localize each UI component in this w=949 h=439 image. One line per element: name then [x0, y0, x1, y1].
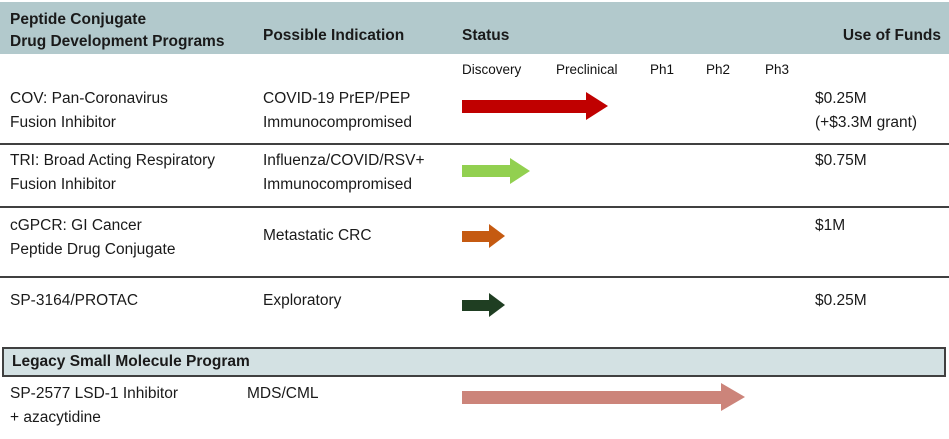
progress-arrow-icon	[462, 92, 608, 120]
progress-arrow-icon	[462, 293, 505, 317]
header-programs-line2: Drug Development Programs	[10, 33, 225, 50]
header-status: Status	[462, 27, 510, 44]
program-name: SP-2577 LSD-1 Inhibitor + azacytidine	[10, 382, 178, 430]
indication: Influenza/COVID/RSV+ Immunocompromised	[263, 149, 425, 197]
row-divider	[0, 143, 949, 145]
row-divider	[0, 276, 949, 278]
status-arrow-sp2577	[462, 383, 745, 411]
arrow-body	[462, 230, 489, 242]
table-row-cov: COV: Pan-Coronavirus Fusion Inhibitor CO…	[0, 85, 949, 137]
program-line1: SP-3164/PROTAC	[10, 292, 139, 309]
indication-line2: Immunocompromised	[263, 114, 413, 131]
funds-line1: $1M	[815, 217, 846, 234]
phase-label-ph2: Ph2	[706, 62, 731, 77]
program-line1: cGPCR: GI Cancer	[10, 217, 142, 234]
arrow-body	[462, 299, 489, 311]
use-of-funds-value: $0.75M	[815, 149, 867, 173]
use-of-funds-value: $1M	[815, 214, 845, 238]
program-line2: Fusion Inhibitor	[10, 176, 116, 193]
arrow-head	[510, 158, 530, 184]
program-name: cGPCR: GI Cancer Peptide Drug Conjugate	[10, 214, 175, 262]
arrow-body	[462, 99, 586, 113]
status-arrow-cov	[462, 92, 608, 120]
status-arrow-cgpcr	[462, 224, 505, 248]
header-programs-line1: Peptide Conjugate	[10, 11, 147, 28]
arrow-head	[586, 92, 608, 120]
program-line1: COV: Pan-Coronavirus	[10, 90, 168, 107]
table-row-sp2577: SP-2577 LSD-1 Inhibitor + azacytidine MD…	[0, 380, 949, 432]
progress-arrow-icon	[462, 383, 745, 411]
indication: COVID-19 PrEP/PEP Immunocompromised	[263, 87, 412, 135]
indication: Exploratory	[263, 289, 341, 313]
header-indication: Possible Indication	[263, 27, 405, 44]
funds-line1: $0.25M	[815, 292, 867, 309]
program-name: COV: Pan-Coronavirus Fusion Inhibitor	[10, 87, 168, 135]
funds-line2: (+$3.3M grant)	[815, 114, 918, 131]
indication-line1: COVID-19 PrEP/PEP	[263, 90, 411, 107]
arrow-body	[462, 165, 510, 177]
table-row-tri: TRI: Broad Acting Respiratory Fusion Inh…	[0, 147, 949, 199]
progress-arrow-icon	[462, 224, 505, 248]
arrow-head	[489, 224, 505, 248]
indication-line1: Metastatic CRC	[263, 227, 372, 244]
phase-labels-row: Discovery Preclinical Ph1 Ph2 Ph3	[0, 58, 949, 82]
indication-line2: Immunocompromised	[263, 176, 413, 193]
header-programs: Peptide Conjugate Drug Development Progr…	[10, 9, 224, 53]
funds-line1: $0.25M	[815, 90, 867, 107]
table-row-sp3164: SP-3164/PROTAC Exploratory $0.25M	[0, 287, 949, 323]
indication-line1: Exploratory	[263, 292, 342, 309]
table-header-band: Peptide Conjugate Drug Development Progr…	[0, 2, 949, 54]
table-row-cgpcr: cGPCR: GI Cancer Peptide Drug Conjugate …	[0, 212, 949, 264]
phase-label-discovery: Discovery	[462, 62, 522, 77]
indication-line1: MDS/CML	[247, 385, 319, 402]
use-of-funds-value: $0.25M (+$3.3M grant)	[815, 87, 917, 135]
program-name: TRI: Broad Acting Respiratory Fusion Inh…	[10, 149, 215, 197]
legacy-section-band: Legacy Small Molecule Program	[2, 347, 946, 377]
funds-line1: $0.75M	[815, 152, 867, 169]
indication: MDS/CML	[247, 382, 318, 406]
program-line2: + azacytidine	[10, 409, 101, 426]
status-arrow-sp3164	[462, 293, 505, 317]
program-line1: TRI: Broad Acting Respiratory	[10, 152, 216, 169]
arrow-head	[721, 383, 745, 411]
row-divider	[0, 206, 949, 208]
program-line1: SP-2577 LSD-1 Inhibitor	[10, 385, 179, 402]
arrow-body	[462, 390, 721, 404]
program-line2: Peptide Drug Conjugate	[10, 241, 176, 258]
use-of-funds-value: $0.25M	[815, 289, 867, 313]
status-arrow-tri	[462, 158, 530, 184]
program-line2: Fusion Inhibitor	[10, 114, 116, 131]
progress-arrow-icon	[462, 158, 530, 184]
legacy-section-title: Legacy Small Molecule Program	[12, 353, 250, 370]
phase-label-ph1: Ph1	[650, 62, 675, 77]
phase-label-preclinical: Preclinical	[556, 62, 618, 77]
indication: Metastatic CRC	[263, 224, 372, 248]
indication-line1: Influenza/COVID/RSV+	[263, 152, 425, 169]
header-use-of-funds: Use of Funds	[842, 27, 941, 44]
arrow-head	[489, 293, 505, 317]
phase-label-ph3: Ph3	[765, 62, 790, 77]
program-name: SP-3164/PROTAC	[10, 289, 138, 313]
